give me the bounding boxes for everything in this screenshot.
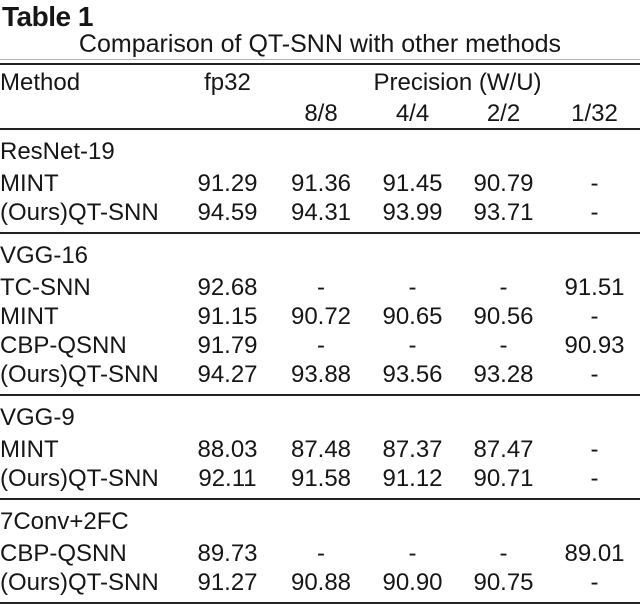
table-header: Method fp32 Precision (W/U) 8/8 4/4 2/2 … (0, 64, 640, 130)
section-vgg9: VGG-9 MINT 88.03 87.48 87.37 87.47 - (Ou… (0, 395, 640, 500)
method-cell: TC-SNN (0, 273, 91, 301)
value-cell-4-4: - (408, 273, 417, 301)
value-cell-8-8: 91.58 (275, 464, 367, 500)
value-cell-4-4: 93.56 (367, 360, 458, 396)
value-cell-1-32: - (549, 198, 640, 234)
section-title: VGG-16 (0, 242, 89, 269)
table-caption: Comparison of QT-SNN with other methods (78, 30, 562, 58)
col-header-2-2: 2/2 (458, 99, 549, 130)
section-header-row: VGG-16 (0, 233, 640, 273)
value-cell-fp32: 91.29 (197, 169, 258, 197)
value-cell-8-8: - (317, 331, 325, 359)
value-cell-2-2: 87.47 (473, 435, 534, 463)
section-title: VGG-9 (0, 404, 75, 431)
value-cell-4-4: 93.99 (367, 198, 458, 234)
value-cell-1-32: - (549, 464, 640, 500)
value-cell-2-2: 90.75 (473, 568, 534, 596)
value-cell-8-8: - (317, 539, 325, 567)
table-label: Table 1 (2, 1, 93, 32)
table-row: (Ours)QT-SNN 94.27 93.88 93.56 93.28 - (0, 360, 640, 396)
value-cell-2-2: 90.56 (473, 302, 534, 330)
value-cell-4-4: 90.90 (382, 568, 443, 596)
value-cell-2-2: 93.71 (458, 198, 549, 234)
value-cell-4-4: 90.65 (382, 302, 443, 330)
value-cell-fp32: 94.27 (180, 360, 275, 396)
value-cell-8-8: 87.48 (290, 435, 352, 463)
comparison-table: Method fp32 Precision (W/U) 8/8 4/4 2/2 … (0, 63, 640, 604)
method-cell: (Ours)QT-SNN (0, 568, 159, 596)
value-cell-8-8: 94.31 (275, 198, 367, 234)
table-row: CBP-QSNN 91.79 - - - 90.93 (0, 331, 640, 360)
table-row: (Ours)QT-SNN 94.59 94.31 93.99 93.71 - (0, 198, 640, 234)
subheader-row: 8/8 4/4 2/2 1/32 (0, 99, 640, 130)
section-title: ResNet-19 (0, 138, 115, 165)
value-cell-1-32: - (590, 169, 599, 197)
section-resnet19: ResNet-19 MINT 91.29 91.36 91.45 90.79 -… (0, 129, 640, 234)
method-cell: CBP-QSNN (0, 539, 127, 567)
value-cell-1-32: - (590, 435, 599, 463)
value-cell-8-8: - (317, 273, 325, 301)
col-header-precision-group: Precision (W/U) (373, 69, 542, 96)
col-header-method: Method (0, 69, 81, 96)
value-cell-8-8: 90.88 (290, 568, 352, 596)
method-cell: (Ours)QT-SNN (0, 360, 180, 396)
method-cell: MINT (0, 169, 59, 197)
value-cell-fp32: 92.68 (197, 273, 258, 301)
value-cell-4-4: - (408, 539, 417, 567)
value-cell-fp32: 91.79 (197, 331, 258, 359)
value-cell-8-8: 93.88 (275, 360, 367, 396)
table-row: CBP-QSNN 89.73 - - - 89.01 (0, 539, 640, 568)
value-cell-4-4: - (408, 331, 417, 359)
table-row: MINT 88.03 87.48 87.37 87.47 - (0, 435, 640, 464)
value-cell-4-4: 91.12 (367, 464, 458, 500)
value-cell-fp32: 94.59 (180, 198, 275, 234)
method-cell: CBP-QSNN (0, 331, 127, 359)
section-vgg16: VGG-16 TC-SNN 92.68 - - - 91.51 MINT 91.… (0, 233, 640, 396)
empty-cell (0, 99, 180, 130)
value-cell-2-2: 90.71 (458, 464, 549, 500)
value-cell-fp32: 91.27 (197, 568, 258, 596)
top-hairline (0, 59, 640, 60)
value-cell-fp32: 92.11 (180, 464, 275, 500)
section-header-row: VGG-9 (0, 395, 640, 435)
value-cell-1-32: - (590, 302, 599, 330)
value-cell-8-8: 91.36 (290, 169, 352, 197)
table-row: TC-SNN 92.68 - - - 91.51 (0, 273, 640, 302)
value-cell-4-4: 91.45 (382, 169, 443, 197)
value-cell-8-8: 90.72 (290, 302, 352, 330)
value-cell-2-2: 90.79 (473, 169, 534, 197)
value-cell-2-2: - (499, 273, 508, 301)
value-cell-2-2: - (499, 539, 508, 567)
value-cell-1-32: - (549, 360, 640, 396)
table-row: MINT 91.15 90.72 90.65 90.56 - (0, 302, 640, 331)
value-cell-1-32: - (590, 568, 599, 596)
method-cell: (Ours)QT-SNN (0, 464, 180, 500)
value-cell-fp32: 89.73 (197, 539, 258, 567)
method-cell: MINT (0, 302, 59, 330)
value-cell-1-32: 91.51 (564, 273, 625, 301)
table-row: MINT 91.29 91.36 91.45 90.79 - (0, 169, 640, 198)
section-header-row: 7Conv+2FC (0, 499, 640, 539)
col-header-1-32: 1/32 (549, 99, 640, 130)
col-header-4-4: 4/4 (367, 99, 458, 130)
col-header-fp32: fp32 (204, 69, 251, 96)
table-row: (Ours)QT-SNN 91.27 90.88 90.90 90.75 - (0, 568, 640, 603)
value-cell-1-32: 89.01 (564, 539, 625, 567)
method-cell: MINT (0, 435, 59, 463)
header-row: Method fp32 Precision (W/U) (0, 64, 640, 99)
value-cell-2-2: 93.28 (458, 360, 549, 396)
value-cell-2-2: - (499, 331, 508, 359)
empty-cell (180, 99, 275, 130)
value-cell-1-32: 90.93 (564, 331, 625, 359)
value-cell-fp32: 91.15 (197, 302, 258, 330)
value-cell-fp32: 88.03 (197, 435, 258, 463)
col-header-8-8: 8/8 (275, 99, 367, 130)
section-title: 7Conv+2FC (0, 508, 129, 535)
section-7conv2fc: 7Conv+2FC CBP-QSNN 89.73 - - - 89.01 (Ou… (0, 499, 640, 603)
value-cell-4-4: 87.37 (382, 435, 443, 463)
section-header-row: ResNet-19 (0, 129, 640, 169)
method-cell: (Ours)QT-SNN (0, 198, 180, 234)
table-row: (Ours)QT-SNN 92.11 91.58 91.12 90.71 - (0, 464, 640, 500)
